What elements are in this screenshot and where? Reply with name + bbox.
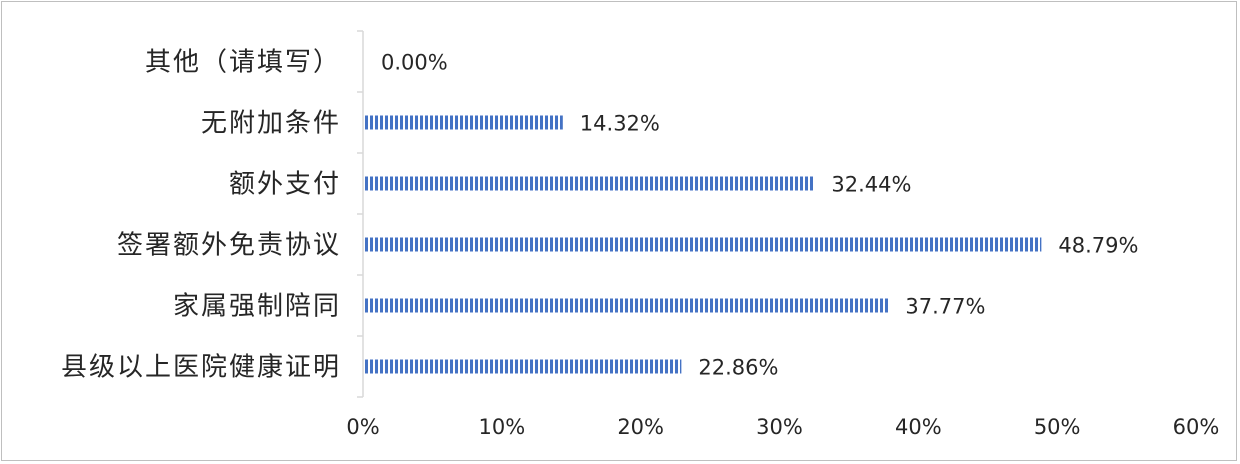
x-tick-label: 40%	[895, 415, 942, 439]
category-label: 额外支付	[229, 170, 341, 200]
bar	[364, 237, 1042, 252]
data-label: 32.44%	[831, 173, 911, 197]
bar	[364, 359, 682, 374]
x-tick-label: 10%	[478, 415, 525, 439]
category-label: 县级以上医院健康证明	[61, 353, 341, 383]
label-layer: 0% 10% 20% 30% 40% 50% 60% 其他（请填写） 0.00% 无附加条件 14.…	[61, 48, 1219, 440]
x-tick-label: 0%	[346, 415, 379, 439]
x-tick-label: 30%	[756, 415, 803, 439]
bar	[364, 115, 563, 130]
x-tick-label: 60%	[1173, 415, 1220, 439]
data-label: 14.32%	[580, 112, 660, 136]
bar	[364, 298, 889, 313]
category-label: 家属强制陪同	[173, 292, 341, 322]
axis-layer	[357, 30, 364, 398]
data-label: 37.77%	[905, 295, 985, 319]
x-tick-label: 50%	[1034, 415, 1081, 439]
data-label: 48.79%	[1058, 234, 1138, 258]
bar-layer	[364, 115, 1042, 374]
data-label: 22.86%	[698, 356, 778, 380]
data-label: 0.00%	[381, 51, 448, 75]
category-label: 其他（请填写）	[145, 48, 341, 78]
bar	[364, 176, 815, 191]
category-label: 无附加条件	[201, 109, 341, 139]
x-tick-label: 20%	[617, 415, 664, 439]
category-label: 签署额外免责协议	[117, 231, 341, 261]
